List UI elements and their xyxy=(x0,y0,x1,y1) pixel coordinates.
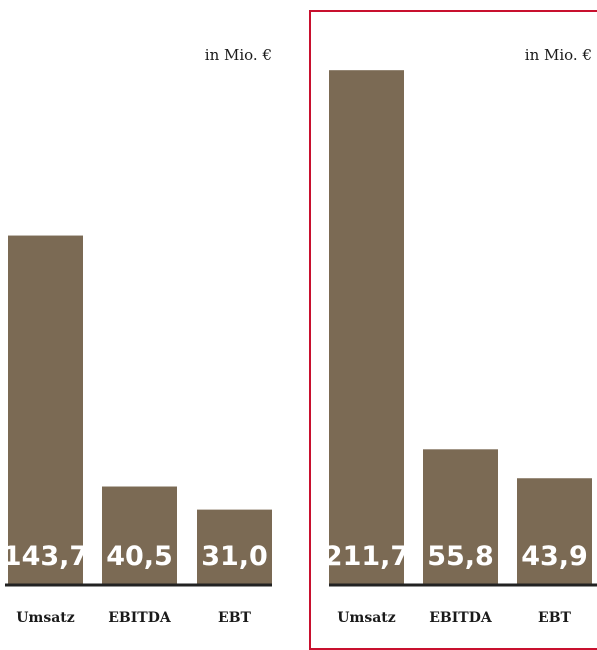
category-label: EBITDA xyxy=(429,610,493,626)
bar-chart-1: 143,7 Umsatz 40,5 EBITDA 31,0 EBT xyxy=(3,235,272,626)
chart-panel-2: in Mio. € 211,7 Umsatz 55,8 EBITDA 43,9 EBT xyxy=(309,0,597,629)
bar-umsatz xyxy=(329,70,404,586)
category-label: EBT xyxy=(218,610,252,626)
unit-label: in Mio. € xyxy=(524,46,592,64)
value-label: 143,7 xyxy=(3,541,88,572)
value-label: 43,9 xyxy=(521,541,588,572)
category-label: Umsatz xyxy=(16,610,74,626)
bar-ebt xyxy=(517,478,592,585)
value-label: 40,5 xyxy=(106,541,173,572)
bar-chart-2: 211,7 Umsatz 55,8 EBITDA 43,9 EBT xyxy=(324,70,597,626)
category-label: Umsatz xyxy=(337,610,395,626)
category-label: EBT xyxy=(538,610,572,626)
bar-ebitda xyxy=(102,486,177,585)
bar-umsatz xyxy=(8,235,83,585)
value-label: 211,7 xyxy=(324,541,409,572)
category-label: EBITDA xyxy=(108,610,172,626)
value-label: 31,0 xyxy=(201,541,268,572)
chart-panel-1: in Mio. € 143,7 Umsatz 40,5 EBITDA 31,0 EBT xyxy=(0,0,300,629)
unit-label: in Mio. € xyxy=(204,46,272,64)
bar-ebitda xyxy=(423,449,498,585)
value-label: 55,8 xyxy=(427,541,494,572)
bar-ebt xyxy=(197,509,272,585)
